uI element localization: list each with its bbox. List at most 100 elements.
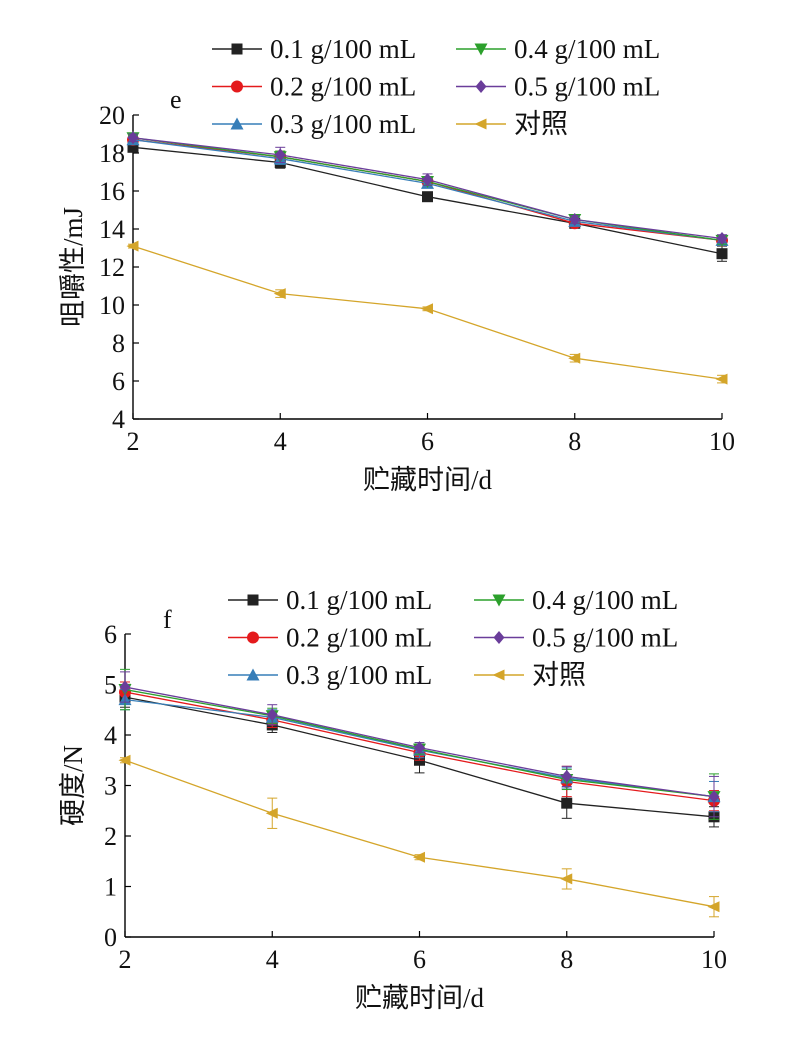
legend-marker <box>492 669 505 681</box>
y-tick-label: 4 <box>104 721 117 750</box>
legend-item-3: 0.4 g/100 mL <box>474 585 678 615</box>
series-line <box>132 139 723 242</box>
legend-marker <box>230 117 244 130</box>
data-point <box>118 754 131 766</box>
x-tick-label: 6 <box>413 945 426 974</box>
y-tick-label: 6 <box>104 620 117 649</box>
y-tick-label: 6 <box>112 367 125 396</box>
legend-item-0: 0.1 g/100 mL <box>212 34 416 64</box>
data-point <box>119 680 131 694</box>
legend-marker <box>492 594 506 607</box>
data-point <box>421 303 433 315</box>
data-point <box>413 851 425 863</box>
y-axis-label: 咀嚼性/mJ <box>58 207 88 327</box>
data-point <box>707 901 720 913</box>
data-point <box>568 352 581 364</box>
legend-marker <box>474 118 487 130</box>
series-4 <box>127 131 728 245</box>
series-line <box>132 139 723 242</box>
legend-label: 0.1 g/100 mL <box>270 34 416 64</box>
legend: 0.1 g/100 mL 0.2 g/100 mL 0.3 g/100 mL 0.4 … <box>212 34 660 139</box>
series-line <box>132 137 723 242</box>
series-5 <box>118 754 720 918</box>
legend-marker <box>247 594 259 606</box>
series-0 <box>127 141 728 262</box>
data-point <box>422 191 433 203</box>
data-point <box>422 173 433 187</box>
y-tick-label: 10 <box>99 291 125 320</box>
legend-marker <box>475 80 487 93</box>
legend-item-4: 0.5 g/100 mL <box>474 623 678 653</box>
data-point <box>273 288 286 300</box>
data-point <box>569 213 581 226</box>
legend-marker <box>246 668 260 681</box>
data-point <box>561 769 573 783</box>
series-4 <box>119 671 720 818</box>
legend-item-2: 0.3 g/100 mL <box>228 660 432 690</box>
data-point <box>265 807 278 819</box>
legend-item-0: 0.1 g/100 mL <box>228 585 432 615</box>
legend-item-5: 对照 <box>474 660 586 690</box>
legend: 0.1 g/100 mL 0.2 g/100 mL 0.3 g/100 mL 0.4 … <box>228 585 678 690</box>
legend-label: 0.5 g/100 mL <box>514 72 660 102</box>
data-point <box>716 232 728 245</box>
chart-panel-f: 0 1 2 3 4 5 6 2 4 6 8 10 贮藏时间/d 硬度/N f 0.1 g/100 mL 0.2 … <box>58 585 727 1013</box>
y-tick-label: 12 <box>99 253 125 282</box>
x-axis-label: 贮藏时间/d <box>355 983 485 1013</box>
legend-label: 0.1 g/100 mL <box>286 585 432 615</box>
data-point <box>716 248 728 260</box>
y-tick-label: 2 <box>104 822 117 851</box>
y-tick-label: 5 <box>104 671 117 700</box>
x-axis-label: 贮藏时间/d <box>363 465 493 495</box>
y-tick-label: 14 <box>99 215 125 244</box>
y-tick-label: 16 <box>99 177 125 206</box>
legend-label: 0.3 g/100 mL <box>286 660 432 690</box>
legend-item-1: 0.2 g/100 mL <box>212 72 416 102</box>
x-tick-label: 10 <box>709 427 735 456</box>
legend-marker <box>474 43 488 56</box>
data-point <box>127 131 139 145</box>
x-tick-label: 8 <box>568 427 581 456</box>
x-tick-label: 2 <box>127 427 140 456</box>
legend-item-5: 对照 <box>456 109 568 139</box>
legend-marker <box>231 80 243 93</box>
data-point <box>127 141 139 153</box>
y-tick-label: 3 <box>104 772 117 801</box>
data-point <box>274 148 286 162</box>
series-line <box>124 759 715 908</box>
x-tick-label: 6 <box>421 427 434 456</box>
legend-label: 0.2 g/100 mL <box>286 623 432 653</box>
legend-label: 0.2 g/100 mL <box>270 72 416 102</box>
legend-marker <box>493 631 505 644</box>
data-point <box>560 873 573 885</box>
panel-label: e <box>170 85 182 114</box>
series-5 <box>126 240 728 385</box>
legend-label: 0.5 g/100 mL <box>532 623 678 653</box>
y-axis-label: 硬度/N <box>58 745 88 826</box>
legend-label: 0.4 g/100 mL <box>514 34 660 64</box>
data-point <box>561 797 573 809</box>
panel-label: f <box>163 605 172 634</box>
x-tick-label: 8 <box>560 945 573 974</box>
legend-item-2: 0.3 g/100 mL <box>212 109 416 139</box>
legend-label: 0.3 g/100 mL <box>270 109 416 139</box>
y-tick-label: 1 <box>104 873 117 902</box>
legend-marker <box>231 43 243 55</box>
x-tick-label: 4 <box>274 427 287 456</box>
data-point <box>414 741 425 755</box>
legend-item-1: 0.2 g/100 mL <box>228 623 432 653</box>
data-point <box>715 373 728 385</box>
y-tick-label: 0 <box>104 923 117 952</box>
x-tick-label: 2 <box>119 945 132 974</box>
data-point <box>708 790 720 804</box>
legend-marker <box>247 631 259 644</box>
y-tick-label: 20 <box>99 101 125 130</box>
x-tick-label: 4 <box>266 945 279 974</box>
legend-label: 0.4 g/100 mL <box>532 585 678 615</box>
x-tick-label: 10 <box>701 945 727 974</box>
legend-item-4: 0.5 g/100 mL <box>456 72 660 102</box>
legend-item-3: 0.4 g/100 mL <box>456 34 660 64</box>
y-tick-label: 8 <box>112 329 125 358</box>
